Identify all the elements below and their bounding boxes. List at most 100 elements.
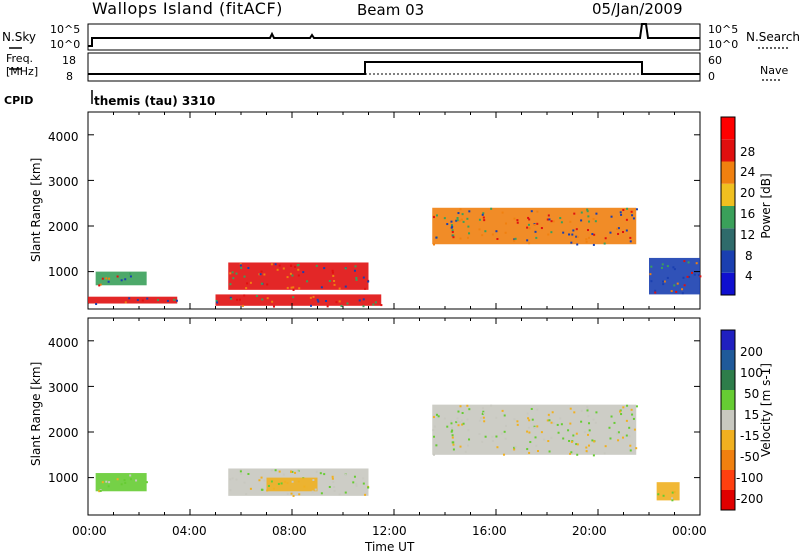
velocity-speckle <box>270 469 273 472</box>
power-speckle <box>274 263 277 266</box>
power-speckle <box>316 298 319 301</box>
power-speckle <box>292 288 295 291</box>
velocity-speckle <box>433 425 436 428</box>
power-speckle <box>516 219 519 222</box>
velocity-colorbar-segment <box>721 350 735 370</box>
power-speckle <box>632 217 635 220</box>
power-speckle <box>672 266 675 269</box>
power-speckle <box>666 265 669 268</box>
velocity-speckle <box>450 419 453 422</box>
velocity-speckle <box>452 448 455 451</box>
power-speckle <box>116 275 119 278</box>
power-speckle <box>458 219 461 222</box>
velocity-speckle <box>569 422 572 425</box>
velocity-speckle <box>608 426 611 429</box>
velocity-speckle <box>569 407 572 410</box>
velocity-speckle <box>247 472 250 475</box>
velocity-speckle <box>550 421 553 424</box>
nave-tick-bottom: 0 <box>708 70 715 83</box>
power-speckle <box>331 269 334 272</box>
power-speckle <box>630 210 633 213</box>
power-speckle <box>587 215 590 218</box>
velocity-speckle <box>503 453 506 456</box>
nsearch-tick-top: 10^5 <box>708 23 739 36</box>
velocity-speckle <box>513 448 516 451</box>
velocity-speckle <box>635 405 638 408</box>
power-speckle <box>452 236 455 239</box>
power-speckle <box>235 272 238 275</box>
velocity-speckle <box>586 409 589 412</box>
power-speckle <box>291 274 294 277</box>
power-speckle <box>528 218 531 221</box>
power-speckle <box>576 235 579 238</box>
velocity-speckle <box>559 417 562 420</box>
velocity-cbar-tick: -100 <box>736 471 764 485</box>
power-speckle <box>231 271 234 274</box>
velocity-speckle <box>603 452 606 455</box>
velocity-colorbar-frame <box>720 329 736 511</box>
velocity-speckle <box>315 470 318 473</box>
power-speckle <box>459 237 462 240</box>
power-speckle <box>490 207 493 210</box>
power-speckle <box>690 271 693 274</box>
power-speckle <box>697 274 700 277</box>
power-speckle <box>261 298 264 301</box>
velocity-speckle <box>622 406 625 409</box>
velocity-speckle <box>344 491 347 494</box>
velocity-speckle <box>535 444 538 447</box>
power-speckle <box>513 238 516 241</box>
velocity-speckle <box>323 473 326 476</box>
velocity-speckle <box>567 429 570 432</box>
power-speckle <box>263 273 266 276</box>
velocity-speckle <box>588 429 591 432</box>
power-speckle <box>482 212 485 215</box>
power-speckle <box>457 212 460 215</box>
power-speckle <box>616 227 619 230</box>
velocity-speckle <box>129 478 132 481</box>
power-speckle <box>338 300 341 303</box>
velocity-speckle <box>546 419 549 422</box>
velocity-speckle <box>534 436 537 439</box>
power-speckle <box>298 287 301 290</box>
power-speckle <box>271 300 274 303</box>
power-speckle <box>593 233 596 236</box>
velocity-speckle <box>572 434 575 437</box>
power-ytick: 4000 <box>48 130 79 144</box>
power-speckle <box>530 210 533 213</box>
power-speckle <box>683 260 686 263</box>
power-speckle <box>527 223 530 226</box>
power-colorbar-segment <box>721 139 735 162</box>
velocity-speckle <box>108 481 111 484</box>
velocity-speckle <box>432 429 435 432</box>
power-region <box>215 294 382 306</box>
power-speckle <box>456 219 459 222</box>
power-speckle <box>333 283 336 286</box>
power-speckle <box>683 284 686 287</box>
xtick: 12:00 <box>372 524 407 538</box>
velocity-speckle <box>573 411 576 414</box>
velocity-speckle <box>296 470 299 473</box>
velocity-speckle <box>263 479 266 482</box>
velocity-colorbar-segment <box>721 470 735 490</box>
power-cbar-tick: 12 <box>740 228 756 242</box>
velocity-speckle <box>480 417 483 420</box>
power-speckle <box>451 230 454 233</box>
velocity-speckle <box>495 435 498 438</box>
velocity-speckle <box>107 485 110 488</box>
velocity-speckle <box>629 449 632 452</box>
power-speckle <box>241 304 244 307</box>
velocity-speckle <box>483 420 486 423</box>
velocity-speckle <box>595 411 598 414</box>
xtick: 00:00 <box>72 524 107 538</box>
velocity-colorbar-segment <box>721 370 735 390</box>
velocity-cbar-tick: -15 <box>740 429 760 443</box>
power-speckle <box>467 225 470 228</box>
power-speckle <box>229 296 232 299</box>
velocity-speckle <box>466 404 469 407</box>
velocity-speckle <box>456 420 459 423</box>
velocity-speckle <box>633 428 636 431</box>
power-speckle <box>676 282 679 285</box>
power-speckle <box>292 286 295 289</box>
power-colorbar-segment <box>721 272 735 295</box>
